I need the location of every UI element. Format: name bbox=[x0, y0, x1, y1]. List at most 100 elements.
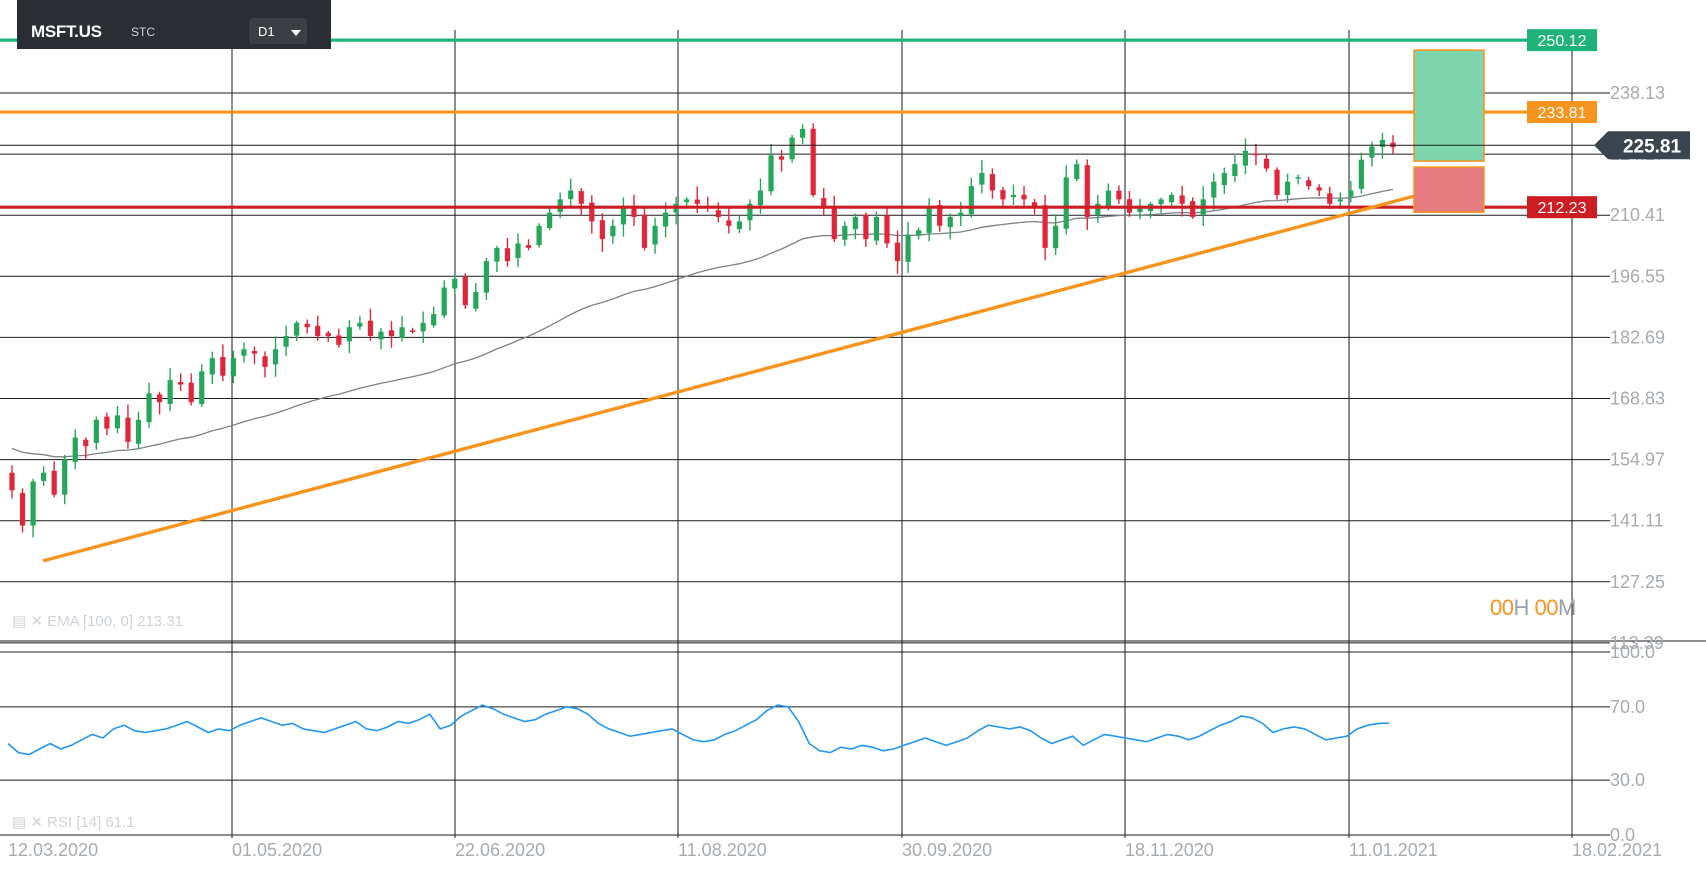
candle-body bbox=[800, 128, 806, 138]
candle-body bbox=[989, 174, 996, 191]
stop-loss-zone bbox=[1413, 166, 1485, 213]
price-tick-label: 154.97 bbox=[1610, 450, 1665, 470]
date-tick-label: 22.06.2020 bbox=[455, 840, 545, 860]
price-tick-label: 113.39 bbox=[1610, 633, 1664, 653]
candle-body bbox=[1348, 190, 1354, 197]
candle-body bbox=[810, 128, 816, 195]
countdown-minutes-unit: M bbox=[1557, 595, 1576, 620]
candle-body bbox=[1137, 208, 1143, 212]
candle-body bbox=[736, 221, 742, 230]
candle-body bbox=[72, 437, 78, 462]
price-tick-label: 182.69 bbox=[1610, 327, 1665, 347]
ema-indicator-label: ▤ ✕ EMA [100, 0] 213.31 bbox=[12, 613, 183, 630]
take-profit-zone bbox=[1413, 49, 1485, 162]
date-tick-label: 11.01.2021 bbox=[1349, 840, 1438, 860]
candle-body bbox=[1232, 164, 1238, 177]
rsi-tick-label: 100.0 bbox=[1610, 642, 1655, 662]
candle-body bbox=[494, 247, 500, 262]
candle-body bbox=[230, 358, 236, 377]
candle-body bbox=[483, 261, 489, 293]
level-tag-label: 250.12 bbox=[1538, 33, 1587, 50]
candle-body bbox=[894, 242, 901, 262]
candle-body bbox=[905, 234, 911, 262]
chevron-down-icon bbox=[291, 30, 301, 36]
price-tick-label: 238.13 bbox=[1610, 83, 1665, 103]
candle-body bbox=[146, 393, 152, 423]
candle-body bbox=[684, 199, 690, 203]
trendline[interactable] bbox=[42, 188, 1436, 563]
candle-body bbox=[41, 472, 47, 481]
candle-body bbox=[1253, 153, 1259, 156]
date-tick-label: 18.11.2020 bbox=[1125, 840, 1214, 860]
candle-body bbox=[1074, 164, 1080, 180]
candle-body bbox=[336, 335, 342, 345]
rsi-polyline bbox=[7, 704, 1390, 756]
level-tag bbox=[1527, 196, 1597, 219]
date-tick-label: 18.02.2021 bbox=[1572, 840, 1662, 860]
candle-body bbox=[747, 203, 753, 221]
candle-body bbox=[1105, 190, 1111, 207]
candle-body bbox=[842, 225, 848, 240]
symbol-label[interactable]: MSFT.US bbox=[31, 22, 102, 41]
candle-body bbox=[199, 371, 205, 405]
candle-body bbox=[831, 207, 837, 240]
candle-body bbox=[1169, 194, 1175, 203]
candle-body bbox=[135, 419, 142, 444]
candle-body bbox=[114, 415, 121, 429]
candle-body bbox=[726, 220, 732, 226]
candle-body bbox=[262, 356, 268, 367]
level-tag-label: 233.81 bbox=[1538, 105, 1587, 122]
timeframe-label: D1 bbox=[258, 24, 275, 39]
last-price-value: 225.81 bbox=[1623, 136, 1682, 157]
candle-body bbox=[937, 204, 943, 226]
candle-body bbox=[304, 323, 310, 328]
candle-body bbox=[547, 212, 553, 229]
price-axis: 238.13224.27210.41196.55182.69168.83154.… bbox=[1610, 83, 1665, 653]
date-tick-label: 11.08.2020 bbox=[678, 840, 767, 860]
timeframe-select[interactable]: D1 bbox=[249, 18, 307, 44]
candle-body bbox=[652, 225, 658, 245]
candle-body bbox=[378, 331, 384, 340]
candle-body bbox=[1284, 181, 1291, 195]
candle-body bbox=[251, 350, 258, 354]
candle-body bbox=[1042, 205, 1048, 248]
rsi-tick-label: 30.0 bbox=[1610, 770, 1645, 790]
candle-body bbox=[325, 332, 331, 337]
candle-body bbox=[156, 394, 163, 403]
candle-body bbox=[346, 327, 352, 342]
rsi-axis: 100.0 70.0 30.0 0.0 bbox=[1610, 642, 1655, 845]
candle-body bbox=[51, 470, 57, 495]
rsi-indicator-label: ▤ ✕ RSI [14] 61.1 bbox=[12, 814, 135, 831]
candle-body bbox=[884, 215, 890, 244]
candle-body bbox=[1337, 199, 1343, 202]
candle-body bbox=[599, 220, 605, 240]
candle-countdown: 00H 00M bbox=[1490, 595, 1576, 621]
candle-body bbox=[926, 208, 932, 233]
candle-body bbox=[1084, 165, 1090, 218]
level-tag-label: 212.23 bbox=[1538, 200, 1587, 217]
rsi-line bbox=[7, 704, 1390, 756]
candle-body bbox=[589, 202, 595, 222]
candle-body bbox=[947, 217, 953, 228]
candle-body bbox=[979, 172, 985, 185]
candle-body bbox=[515, 243, 521, 259]
candle-body bbox=[241, 349, 247, 356]
date-tick-label: 01.05.2020 bbox=[232, 840, 322, 860]
candle-body bbox=[1211, 181, 1217, 198]
candle-body bbox=[178, 381, 184, 385]
candle-body bbox=[631, 207, 637, 218]
candle-body bbox=[821, 198, 827, 209]
candle-body bbox=[104, 416, 110, 429]
time-axis: 12.03.2020 01.05.2020 22.06.2020 11.08.2020… bbox=[8, 840, 1662, 860]
candle-body bbox=[30, 481, 36, 526]
level-tag bbox=[1527, 29, 1597, 52]
candle-body bbox=[620, 208, 627, 225]
long-position-tool[interactable] bbox=[1413, 49, 1485, 213]
ema-polyline bbox=[11, 188, 1394, 458]
candle-body bbox=[1274, 169, 1280, 195]
candle-body bbox=[768, 155, 774, 192]
candle-body bbox=[409, 330, 416, 332]
candle-body bbox=[1063, 177, 1069, 229]
candle-body bbox=[641, 214, 648, 248]
